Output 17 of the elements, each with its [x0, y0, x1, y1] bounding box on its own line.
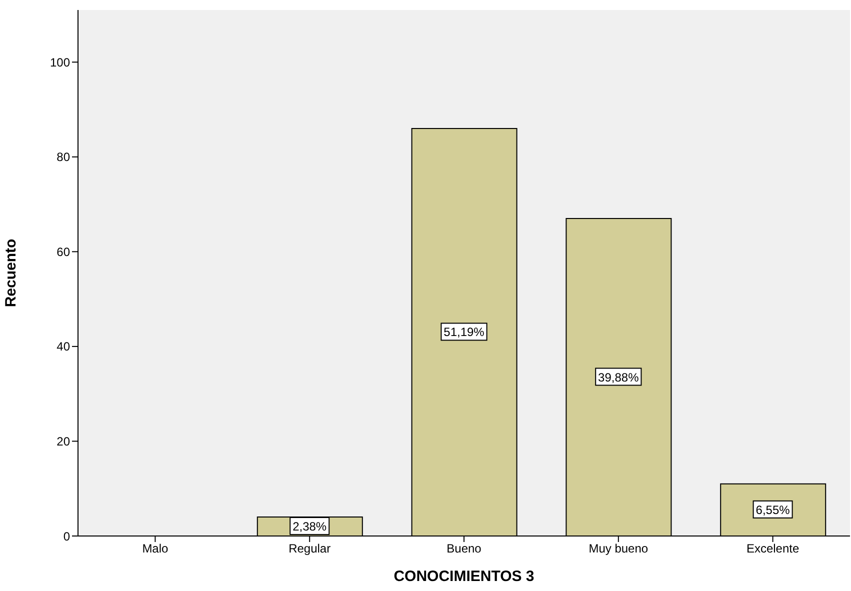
- annotation: 51,19%: [444, 325, 485, 340]
- y-tick-label: 60: [56, 244, 70, 259]
- x-tick-label: Bueno: [446, 542, 482, 556]
- annotation: 2,38%: [292, 520, 327, 534]
- y-tick-label: 40: [56, 340, 70, 354]
- y-tick-label: 0: [63, 529, 70, 544]
- x-tick-label: Muy bueno: [588, 542, 648, 556]
- x-tick-label: Malo: [142, 542, 169, 556]
- annotation: 6,55%: [756, 502, 790, 517]
- annotation: 39,88%: [598, 370, 640, 384]
- y-tick-label: 100: [50, 55, 70, 70]
- y-tick-label: 20: [56, 434, 70, 448]
- x-axis-title: CONOCIMIENTOS 3: [394, 568, 534, 585]
- y-axis-title: Recuento: [2, 238, 20, 308]
- x-tick-label: Excelente: [746, 542, 800, 556]
- y-tick-label: 80: [56, 150, 70, 164]
- x-tick-label: Regular: [288, 542, 331, 556]
